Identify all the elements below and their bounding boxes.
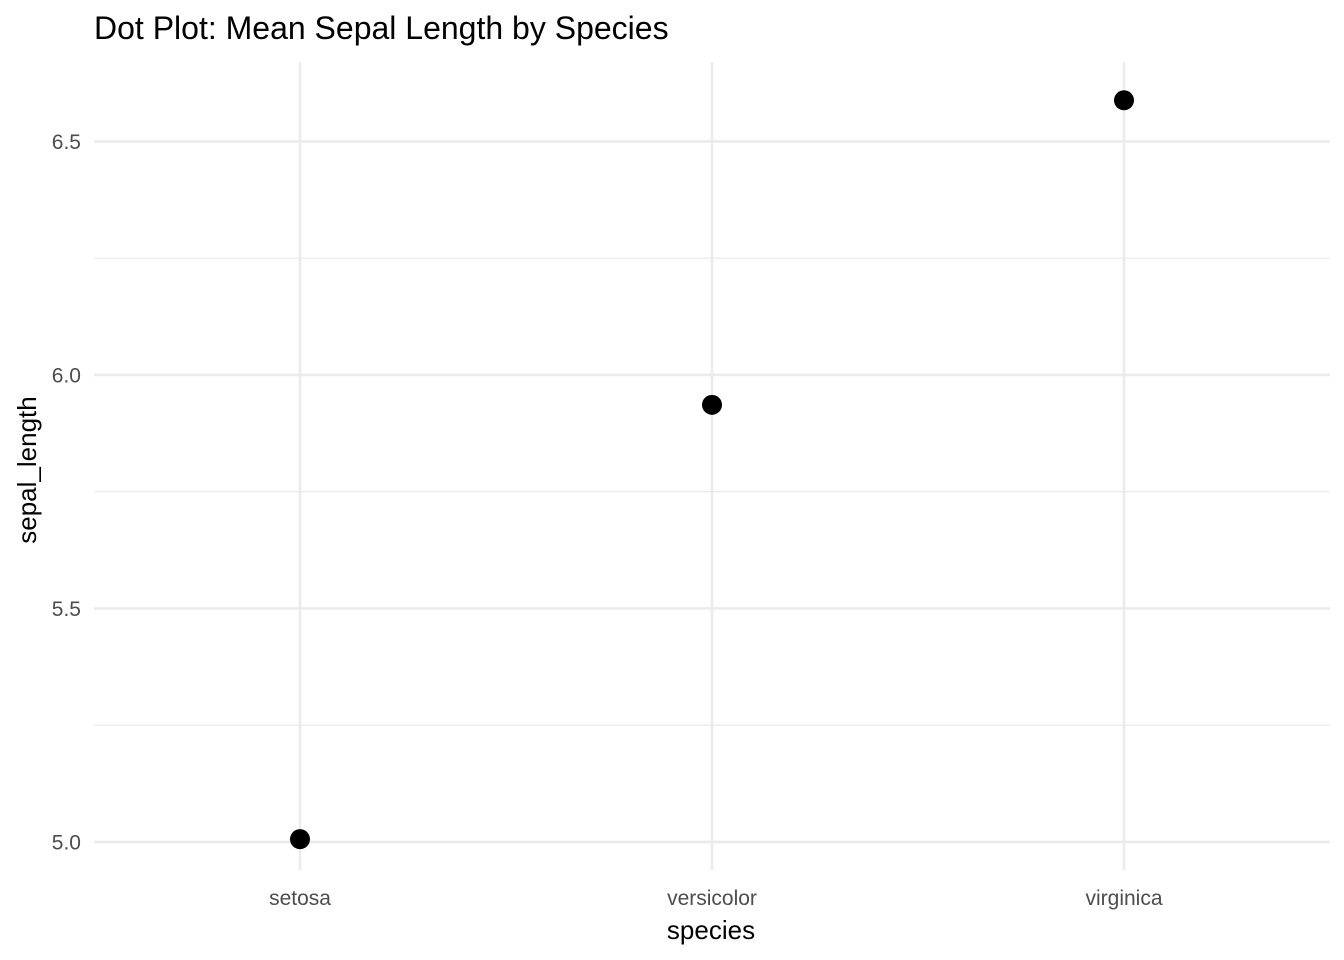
- data-points: [290, 90, 1134, 850]
- data-point-versicolor: [702, 394, 722, 415]
- chart-title: Dot Plot: Mean Sepal Length by Species: [94, 10, 669, 46]
- y-tick-label: 5.0: [52, 831, 81, 854]
- y-tick-label: 6.0: [52, 364, 81, 387]
- data-point-setosa: [290, 829, 310, 850]
- x-tick-label-versicolor: versicolor: [667, 887, 757, 910]
- x-tick-labels: setosa versicolor virginica: [269, 887, 1163, 910]
- x-tick-label-setosa: setosa: [269, 887, 331, 910]
- y-tick-label: 5.5: [52, 598, 81, 621]
- x-tick-label-virginica: virginica: [1085, 887, 1162, 910]
- y-tick-labels: 5.0 5.5 6.0 6.5: [52, 131, 81, 855]
- x-axis-title: species: [667, 915, 755, 945]
- y-axis-title: sepal_length: [12, 396, 42, 543]
- major-gridlines-x: [298, 62, 1126, 870]
- data-point-virginica: [1114, 90, 1134, 111]
- y-tick-label: 6.5: [52, 131, 81, 154]
